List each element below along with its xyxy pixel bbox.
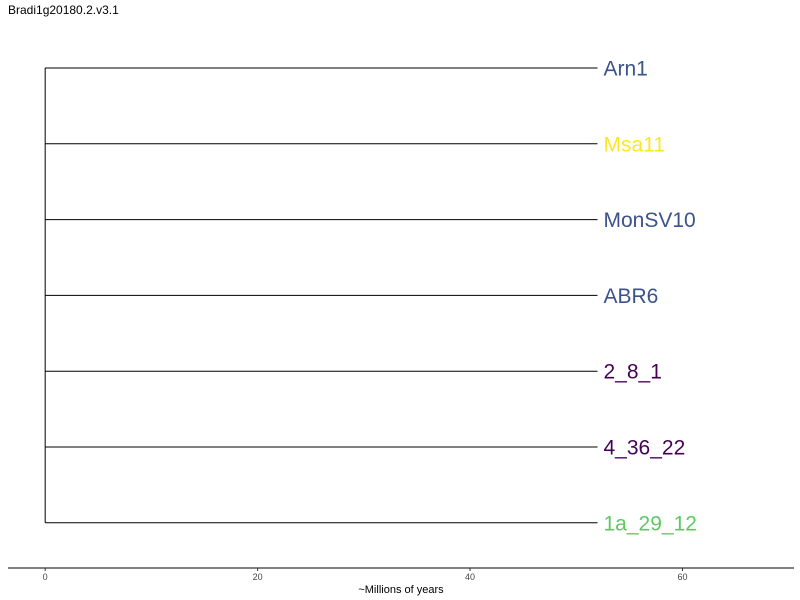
x-tick-label: 60 xyxy=(677,572,687,582)
tip-label: 2_8_1 xyxy=(604,361,662,384)
x-tick-label: 40 xyxy=(465,572,475,582)
tip-label: ABR6 xyxy=(604,285,659,308)
tip-label: 4_36_22 xyxy=(604,437,686,460)
chart-title: Bradi1g20180.2.v3.1 xyxy=(8,3,119,17)
tree-tip-labels: Arn1 Msa11 MonSV10 ABR6 2_8_1 4_36_22 1a_29_12 xyxy=(604,58,697,536)
x-tick-label: 20 xyxy=(253,572,263,582)
x-tick-label: 0 xyxy=(43,572,48,582)
x-axis: 0 20 40 60 ~Millions of years xyxy=(8,567,794,596)
tip-label: Msa11 xyxy=(604,133,665,156)
x-axis-ticks: 0 20 40 60 xyxy=(43,568,687,582)
tip-label: MonSV10 xyxy=(604,209,696,232)
x-axis-title: ~Millions of years xyxy=(358,584,444,596)
tree-branches xyxy=(44,67,598,524)
tip-label: Arn1 xyxy=(604,58,648,81)
tip-label: 1a_29_12 xyxy=(604,512,697,535)
